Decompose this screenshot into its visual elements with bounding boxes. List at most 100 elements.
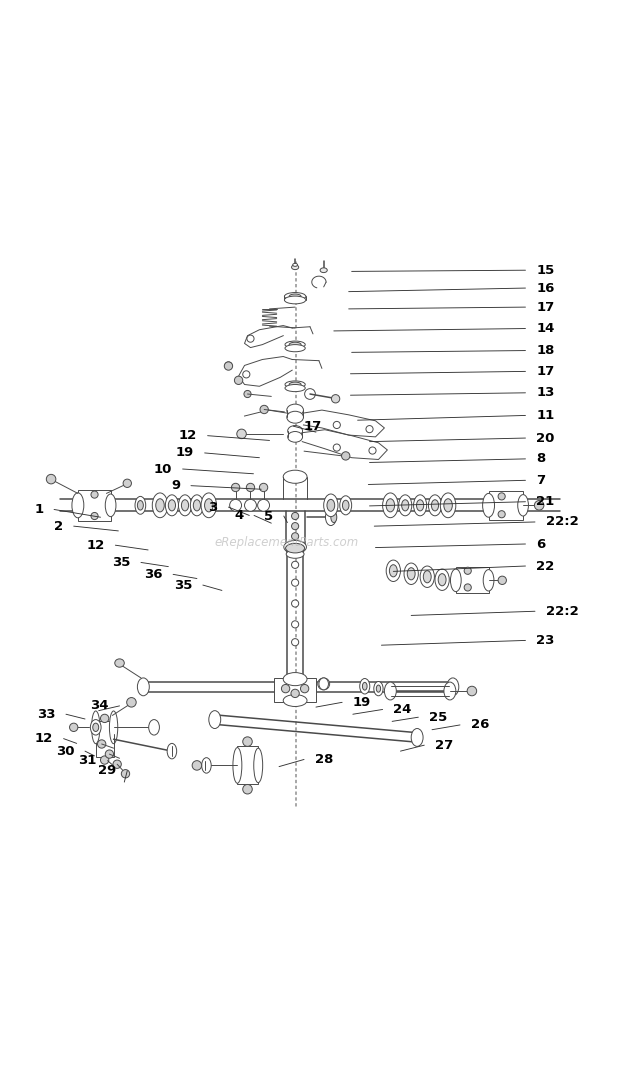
Text: 25: 25 (429, 710, 447, 724)
Text: 30: 30 (56, 744, 74, 757)
Ellipse shape (285, 341, 305, 348)
Ellipse shape (319, 678, 329, 690)
Circle shape (291, 561, 299, 568)
Ellipse shape (293, 263, 298, 267)
Circle shape (69, 724, 78, 731)
Text: 14: 14 (536, 322, 554, 335)
Ellipse shape (285, 381, 305, 388)
Ellipse shape (407, 568, 415, 580)
Ellipse shape (287, 411, 303, 423)
Ellipse shape (109, 710, 118, 744)
Circle shape (105, 750, 113, 758)
Circle shape (291, 533, 299, 540)
Ellipse shape (417, 499, 423, 511)
Circle shape (123, 479, 131, 487)
Ellipse shape (285, 345, 305, 351)
Ellipse shape (285, 296, 306, 304)
Ellipse shape (414, 495, 427, 516)
Circle shape (464, 584, 471, 591)
Text: 10: 10 (154, 462, 172, 475)
Ellipse shape (283, 470, 307, 483)
Text: 17: 17 (536, 300, 554, 313)
Circle shape (291, 579, 299, 586)
Text: 33: 33 (37, 707, 55, 720)
Circle shape (281, 684, 290, 693)
Text: 21: 21 (536, 495, 554, 508)
Text: 6: 6 (536, 537, 546, 551)
Text: eReplacementParts.com: eReplacementParts.com (214, 536, 358, 549)
Ellipse shape (283, 694, 307, 706)
Circle shape (100, 714, 109, 722)
Bar (456, 567, 489, 593)
Text: 22:2: 22:2 (546, 516, 578, 529)
Circle shape (192, 761, 202, 770)
Circle shape (46, 474, 56, 484)
Ellipse shape (285, 293, 306, 300)
Text: 18: 18 (536, 344, 554, 357)
Text: 35: 35 (112, 556, 130, 569)
Ellipse shape (340, 496, 352, 515)
Text: 12: 12 (179, 429, 197, 442)
Text: 2: 2 (54, 520, 63, 533)
Ellipse shape (284, 541, 306, 554)
Ellipse shape (444, 682, 456, 700)
Ellipse shape (289, 382, 301, 387)
Text: 29: 29 (99, 764, 117, 777)
Ellipse shape (324, 494, 338, 517)
Circle shape (498, 493, 505, 500)
Ellipse shape (153, 493, 168, 518)
Ellipse shape (286, 549, 304, 558)
Ellipse shape (383, 493, 398, 518)
Text: 3: 3 (208, 500, 218, 514)
Text: 34: 34 (91, 700, 109, 713)
Text: 8: 8 (536, 453, 546, 466)
Text: 1: 1 (34, 503, 43, 516)
Circle shape (244, 499, 257, 511)
Ellipse shape (376, 685, 381, 692)
Circle shape (291, 689, 299, 697)
Bar (78, 490, 110, 521)
Circle shape (291, 512, 299, 520)
Ellipse shape (389, 565, 397, 577)
Ellipse shape (190, 495, 203, 516)
Ellipse shape (420, 566, 435, 588)
Circle shape (243, 371, 250, 378)
Text: 15: 15 (536, 263, 554, 276)
Ellipse shape (93, 724, 99, 731)
Text: 9: 9 (171, 479, 180, 492)
Circle shape (246, 483, 255, 492)
Circle shape (291, 599, 299, 607)
Ellipse shape (435, 569, 449, 591)
Ellipse shape (423, 571, 431, 583)
Ellipse shape (404, 564, 418, 584)
Text: 12: 12 (86, 539, 105, 552)
Ellipse shape (289, 294, 301, 299)
Ellipse shape (384, 682, 396, 700)
Ellipse shape (92, 710, 100, 744)
Ellipse shape (331, 511, 337, 522)
Ellipse shape (291, 264, 299, 270)
Ellipse shape (105, 494, 116, 517)
Ellipse shape (518, 495, 528, 516)
Ellipse shape (179, 495, 192, 516)
Ellipse shape (363, 682, 367, 690)
Ellipse shape (287, 404, 303, 416)
Ellipse shape (91, 719, 101, 735)
Ellipse shape (447, 678, 459, 696)
Text: 4: 4 (234, 509, 243, 522)
Ellipse shape (289, 343, 301, 347)
Text: 26: 26 (471, 718, 489, 731)
Ellipse shape (138, 500, 143, 510)
Ellipse shape (342, 500, 349, 510)
Text: 22: 22 (536, 559, 554, 572)
Ellipse shape (193, 499, 200, 511)
Ellipse shape (202, 757, 211, 774)
Ellipse shape (72, 493, 84, 518)
Ellipse shape (166, 495, 179, 516)
Circle shape (291, 621, 299, 628)
Circle shape (244, 391, 251, 397)
Text: 20: 20 (536, 432, 554, 445)
Bar (489, 491, 523, 520)
Text: 24: 24 (393, 703, 412, 716)
Circle shape (243, 784, 252, 794)
